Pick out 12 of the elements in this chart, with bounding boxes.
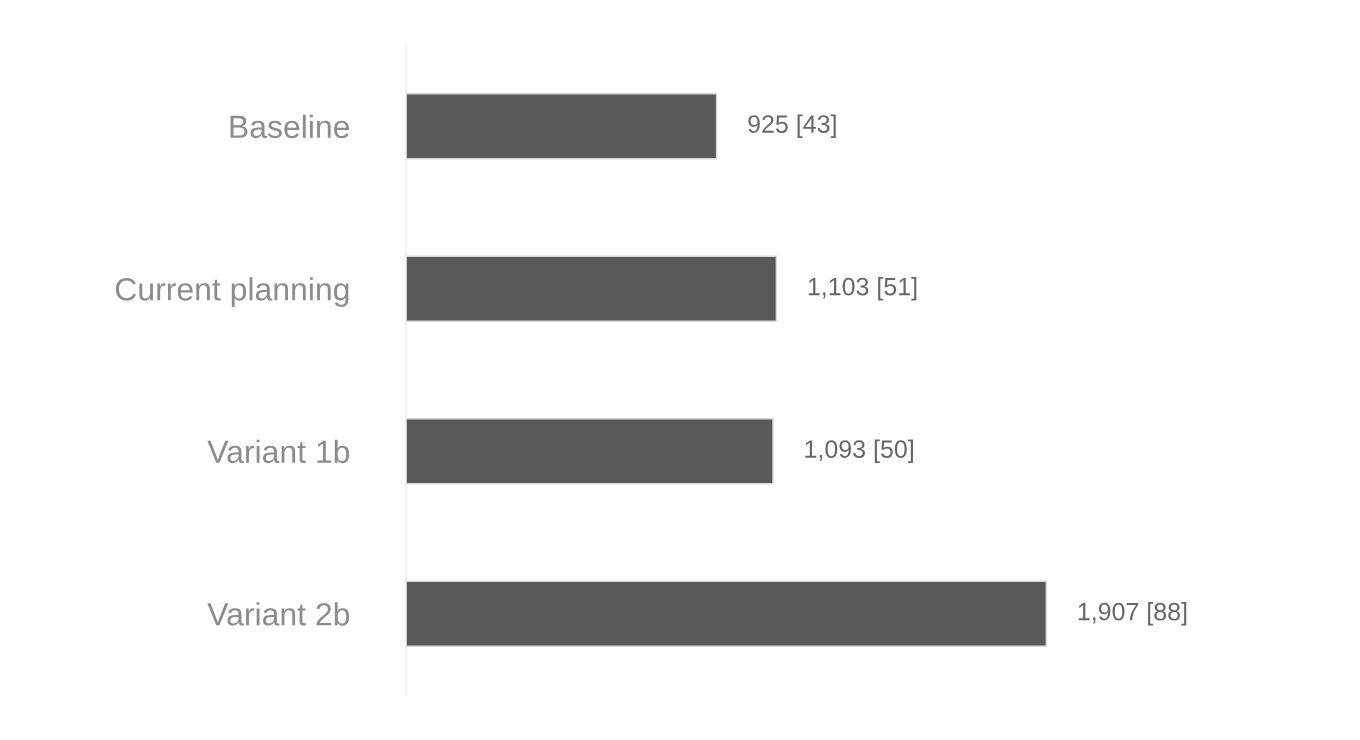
data-label: 1,103 [51] bbox=[808, 277, 917, 301]
bar bbox=[406, 93, 718, 160]
bar bbox=[406, 255, 778, 322]
y-tick-label: Baseline bbox=[230, 114, 350, 139]
bar bbox=[406, 418, 774, 485]
bar bbox=[406, 580, 1047, 647]
y-tick-label: Current planning bbox=[115, 277, 349, 307]
data-label: 1,907 [88] bbox=[1078, 602, 1187, 626]
data-label: 1,093 [50] bbox=[805, 439, 913, 463]
data-label: 925 [43] bbox=[748, 114, 836, 138]
y-tick-label: Variant 1b bbox=[207, 439, 350, 464]
y-tick-label: Variant 2b bbox=[207, 602, 350, 626]
